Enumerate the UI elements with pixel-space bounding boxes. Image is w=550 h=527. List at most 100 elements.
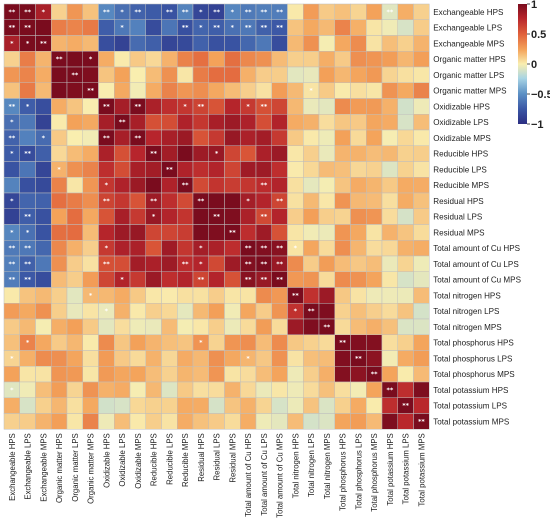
significance-marker: ** [103,197,110,205]
heatmap-cell [177,66,194,83]
heatmap-cell [129,287,146,304]
heatmap-cell [366,35,383,52]
heatmap-cell [303,129,320,146]
heatmap-cell [19,318,36,335]
row-label: Total phosphorus HPS [433,339,514,348]
heatmap-cell [397,82,414,99]
heatmap-cell [66,129,83,146]
heatmap-cell [66,240,83,257]
significance-marker: ** [292,291,299,299]
heatmap-cell [82,129,99,146]
heatmap-cell [208,397,225,414]
heatmap-cell [303,192,320,209]
heatmap-cell [114,334,131,351]
heatmap-cell [114,161,131,178]
heatmap-cell [381,303,398,320]
heatmap-cell [66,98,83,115]
heatmap-cell [51,98,68,115]
heatmap-cell [161,350,178,367]
heatmap-cell [334,350,351,367]
heatmap-cell [82,318,99,335]
heatmap-cell [129,35,146,52]
heatmap-cell [129,177,146,194]
heatmap-cell [145,255,162,272]
heatmap-cell [177,129,194,146]
heatmap-cell [114,397,131,414]
heatmap-cell [413,318,430,335]
heatmap-cell [161,192,178,209]
significance-marker: * [120,276,124,284]
significance-marker: ** [197,102,204,110]
heatmap-cell [192,366,209,383]
heatmap-cell [334,381,351,398]
heatmap-cell [192,318,209,335]
heatmap-cell [161,35,178,52]
heatmap-cell [3,51,20,68]
heatmap-cell [35,255,52,272]
heatmap-cell [129,366,146,383]
heatmap-cell [381,318,398,335]
heatmap-cell [161,271,178,288]
heatmap-cell [114,287,131,304]
heatmap-cell [224,318,241,335]
significance-marker: * [26,102,30,110]
column-label: Total potassium LPS [402,433,411,504]
heatmap-cell [82,381,99,398]
heatmap-cell [35,161,52,178]
heatmap-cell [35,177,52,194]
heatmap-cell [381,271,398,288]
heatmap-cell [208,366,225,383]
column-label: Exchangeable HPS [8,433,17,501]
row-label: Oxidizable MPS [433,134,491,143]
heatmap-cell [82,240,99,257]
significance-marker: ** [276,197,283,205]
heatmap-cell [413,397,430,414]
heatmap-cell [208,318,225,335]
heatmap-cell [287,114,304,131]
heatmap-cell [192,177,209,194]
heatmap-cell [287,192,304,209]
heatmap-cell [35,397,52,414]
significance-marker: * [294,307,298,315]
colorbar-gradient [518,4,527,124]
heatmap-cell [303,350,320,367]
heatmap-cell [240,381,257,398]
row-label: Oxidizable HPS [433,102,490,111]
heatmap-cell [145,129,162,146]
heatmap-cell [82,334,99,351]
heatmap-cell [366,129,383,146]
heatmap-cell [334,3,351,20]
heatmap-cell [98,334,115,351]
heatmap-cell [350,177,367,194]
heatmap-cell [114,303,131,320]
significance-marker: ** [386,8,393,16]
heatmap-cell [287,366,304,383]
heatmap-cell [192,350,209,367]
heatmap-cell [334,397,351,414]
significance-marker: ** [24,150,31,158]
column-label: Total amount of Cu HPS [244,433,253,517]
heatmap-cell [35,318,52,335]
heatmap-cell [224,208,241,225]
column-label: Oxidizable LPS [118,433,127,486]
heatmap-cell [98,287,115,304]
column-label: Total amount of Cu MPS [276,433,285,518]
heatmap-cell [397,98,414,115]
heatmap-cell [145,303,162,320]
heatmap-cell [114,318,131,335]
heatmap-cell [303,145,320,162]
heatmap-cell [19,350,36,367]
heatmap-cell [82,98,99,115]
column-label: Oxidizable HPS [102,433,111,488]
heatmap-cell [413,66,430,83]
heatmap-cell [145,19,162,36]
heatmap-cell [114,224,131,241]
heatmap-cell [208,66,225,83]
heatmap-cell [129,66,146,83]
row-label: Reducible MPS [433,181,489,190]
heatmap-cell [145,98,162,115]
heatmap-cell [19,381,36,398]
heatmap-cell [51,208,68,225]
significance-marker: ** [276,244,283,252]
heatmap-cell [192,51,209,68]
